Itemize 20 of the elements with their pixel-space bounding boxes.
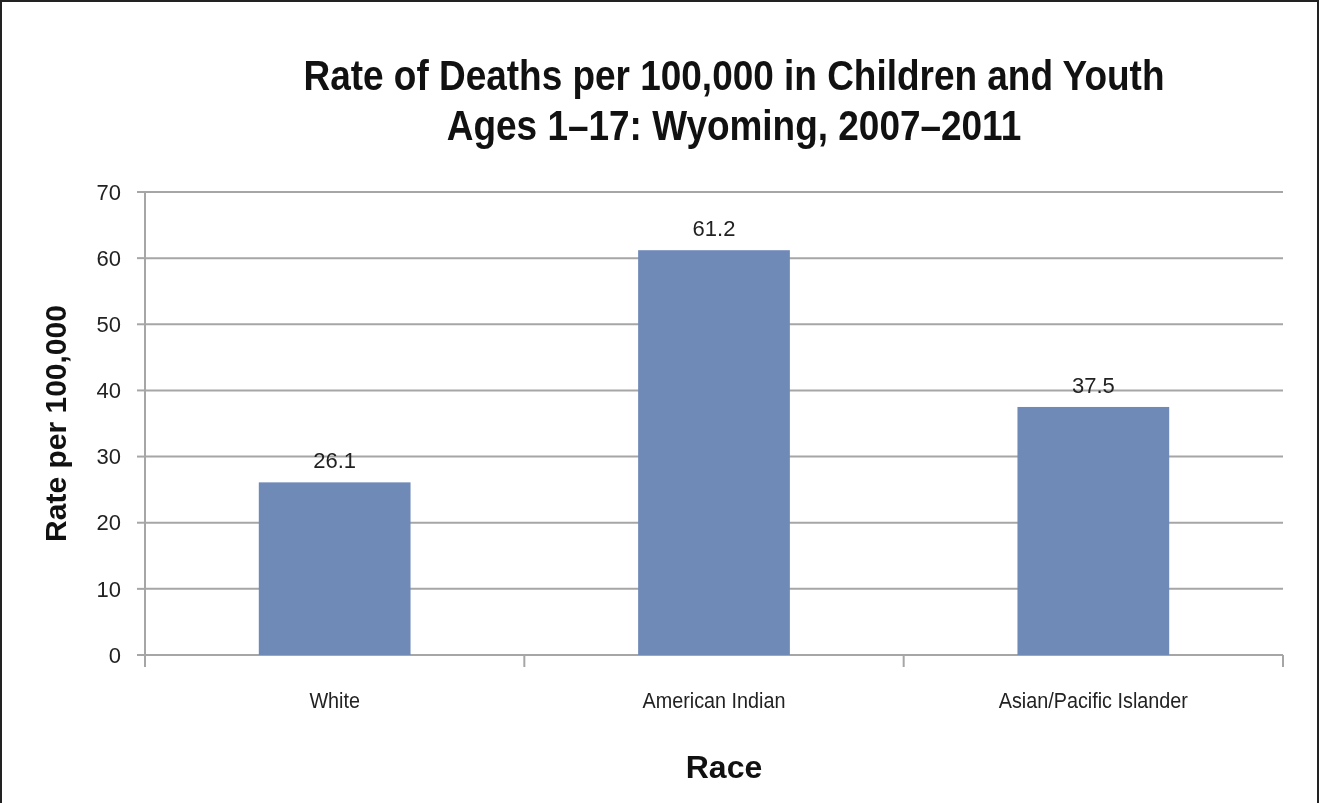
y-tick-label: 20 (96, 510, 121, 536)
data-label: 26.1 (313, 448, 357, 474)
bar (638, 250, 790, 655)
data-label: 61.2 (692, 216, 736, 242)
x-tick-label: Asian/Pacific Islander (998, 688, 1188, 713)
bar (258, 482, 411, 655)
y-tick-label: 70 (96, 179, 121, 205)
y-tick-label: 10 (96, 576, 121, 602)
y-tick-label: 40 (96, 378, 121, 404)
y-tick-label: 30 (96, 444, 121, 470)
chart-title: Rate of Deaths per 100,000 in Children and Youth Ages 1–17: Wyoming, 2007–2011 (303, 51, 1165, 149)
y-tick-label: 60 (96, 245, 121, 271)
bar (1017, 406, 1170, 655)
data-label: 37.5 (1071, 372, 1115, 398)
y-tick-label: 50 (96, 311, 121, 337)
y-tick-label: 0 (108, 642, 121, 668)
x-tick-label: American Indian (642, 688, 786, 713)
y-axis-title: Rate per 100,000 (39, 305, 72, 542)
x-tick-label: White (309, 688, 360, 713)
x-axis-title: Race (685, 749, 763, 785)
